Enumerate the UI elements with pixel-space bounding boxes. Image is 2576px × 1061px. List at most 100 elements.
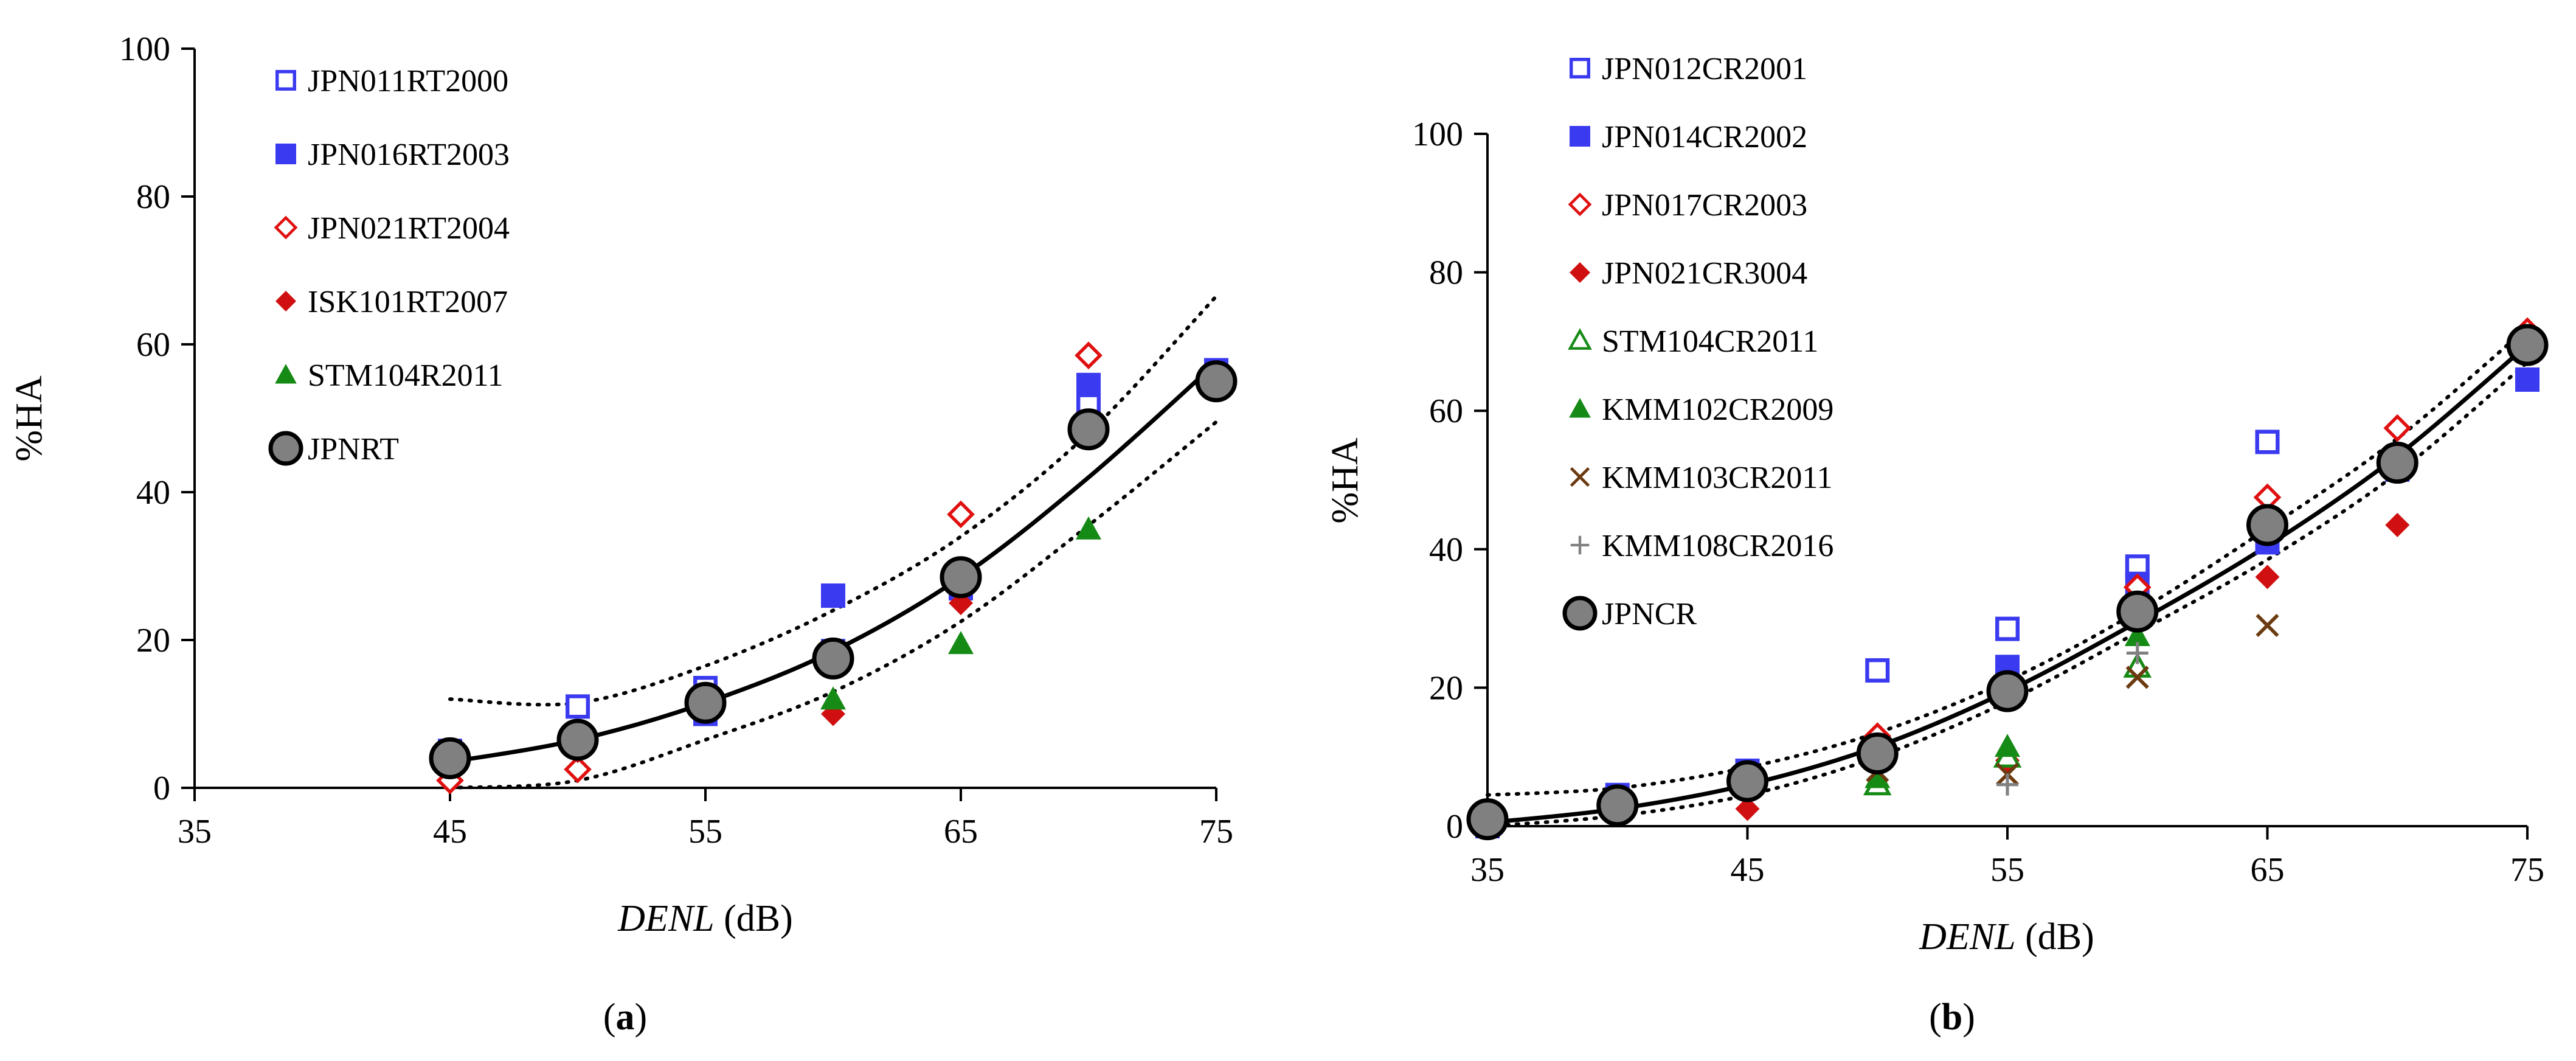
x-axis-label: DENL (dB): [1919, 916, 2094, 958]
point-jpncr-45: [1726, 760, 1768, 802]
y-tick-label-100: 100: [119, 30, 170, 68]
point-jpncr-50: [1856, 732, 1899, 775]
point-kmm108cr2016-60: [2126, 642, 2148, 664]
ci-lower-curve: [1486, 360, 2529, 828]
legend-label-jpncr: JPNCR: [1602, 597, 1697, 631]
legend-marker-isk101rt2007: [275, 291, 296, 311]
series-kmm103cr2011: [1866, 613, 2279, 786]
point-stm104r2011-65: [948, 631, 974, 655]
legend-label-jpnrt: JPNRT: [308, 432, 399, 467]
legend-label-jpn016rt2003: JPN016RT2003: [308, 137, 510, 172]
legend-marker-jpn017cr2003: [1568, 192, 1592, 217]
y-tick-label-100: 100: [1412, 116, 1463, 153]
point-jpnrt-45: [429, 737, 471, 779]
y-tick-label-60: 60: [136, 326, 170, 364]
x-tick-label-55: 55: [688, 813, 722, 851]
point-kmm102cr2009-50: [1864, 765, 1891, 788]
point-jpn012cr2001-50: [1865, 658, 1890, 683]
legend-marker-jpnrt: [268, 431, 303, 466]
x-tick-label-65: 65: [2251, 851, 2285, 889]
point-jpn021cr3004-45: [1735, 796, 1760, 821]
y-axis-label: %HA: [1324, 437, 1366, 523]
panel-label: (b): [1929, 997, 1975, 1038]
legend-marker-jpn014cr2002: [1570, 126, 1590, 147]
legend-label-kmm103cr2011: KMM103CR2011: [1602, 461, 1832, 495]
panel-label-open: (: [603, 997, 616, 1038]
legend-label-jpn021rt2004: JPN021RT2004: [308, 211, 510, 246]
panel-b: 0 20 40 60 80 100 35 45 55 65 75 %HA DENL (dB) (b) JPN…: [1324, 52, 2549, 1038]
legend-marker-jpn021rt2004: [274, 215, 298, 240]
x-axis-label-var: DENL: [1919, 916, 2015, 958]
series-kmm102cr2009: [1864, 623, 2150, 788]
legend-label-stm104cr2011: STM104CR2011: [1602, 324, 1818, 359]
y-tick-label-40: 40: [1429, 531, 1463, 569]
x-tick-label-45: 45: [1731, 851, 1765, 889]
y-tick-label-0: 0: [1446, 808, 1463, 846]
series-jpncr: [1466, 324, 2549, 841]
panel-label-close: ): [635, 997, 648, 1038]
panel-label-letter: a: [616, 997, 635, 1038]
point-kmm108cr2016-55: [1996, 773, 2018, 796]
point-jpn016rt2003-70: [1076, 372, 1101, 397]
point-jpnrt-70: [1067, 408, 1110, 451]
series-stm104r2011: [820, 516, 1101, 710]
legend-marker-stm104r2011: [275, 364, 297, 384]
x-tick-label-75: 75: [2510, 851, 2544, 889]
legend-label-jpn011rt2000: JPN011RT2000: [308, 64, 508, 99]
x-axis-label: DENL (dB): [617, 898, 793, 939]
legend-label-jpn014cr2002: JPN014CR2002: [1602, 120, 1807, 155]
legend-marker-kmm103cr2011: [1570, 467, 1590, 487]
x-axis-label-unit: (dB): [2016, 916, 2094, 958]
point-jpncr-35: [1466, 798, 1509, 841]
point-stm104r2011-60: [820, 686, 846, 710]
panel-a: 0 20 40 60 80 100 35 45 55 65 75 %HA DENL (dB) (a) JPN…: [9, 30, 1238, 1038]
y-tick-label-40: 40: [136, 474, 170, 512]
legend-label-jpn012cr2001: JPN012CR2001: [1602, 52, 1807, 86]
point-jpncr-55: [1986, 670, 2029, 712]
point-jpn011rt2000-50: [566, 694, 590, 719]
x-tick-label-35: 35: [1470, 851, 1504, 889]
series-jpnrt: [429, 360, 1238, 779]
legend-label-isk101rt2007: ISK101RT2007: [308, 285, 508, 319]
legend-label-stm104r2011: STM104R2011: [308, 358, 504, 393]
x-tick-label-35: 35: [178, 813, 212, 851]
point-jpn021cr3004-70: [2385, 512, 2410, 537]
legend-marker-jpn012cr2001: [1569, 58, 1590, 79]
x-tick-label-65: 65: [944, 813, 978, 851]
point-jpncr-75: [2506, 324, 2549, 366]
x-tick-label-45: 45: [433, 813, 467, 851]
series-jpn021rt2004: [436, 341, 1103, 795]
legend-label-jpn017cr2003: JPN017CR2003: [1602, 188, 1807, 223]
legend-label-kmm108cr2016: KMM108CR2016: [1602, 529, 1833, 563]
legend-marker-jpn011rt2000: [275, 70, 297, 91]
legend-marker-jpn016rt2003: [275, 144, 296, 164]
legend-marker-kmm102cr2009: [1569, 398, 1591, 418]
y-tick-label-60: 60: [1429, 392, 1463, 430]
point-jpncr-65: [2246, 504, 2288, 546]
x-tick-label-75: 75: [1199, 813, 1233, 851]
x-axis-label-unit: (dB): [715, 898, 793, 939]
x-tick-label-55: 55: [1990, 851, 2024, 889]
point-jpn014cr2002-75: [2515, 367, 2540, 392]
legend-marker-jpn021cr3004: [1570, 262, 1590, 283]
point-jpncr-40: [1596, 784, 1639, 827]
point-jpn021rt2004-50: [564, 755, 592, 784]
panel-label-close: ): [1962, 997, 1975, 1038]
series-kmm108cr2016: [1996, 642, 2148, 796]
point-jpn012cr2001-65: [2255, 430, 2280, 454]
y-axis-label: %HA: [9, 375, 50, 461]
point-jpnrt-65: [940, 556, 982, 599]
point-jpncr-60: [2116, 590, 2159, 633]
x-axis-label-var: DENL: [617, 898, 714, 939]
panel-label: (a): [603, 997, 647, 1038]
panel-label-open: (: [1929, 997, 1942, 1038]
point-jpn021cr3004-65: [2255, 565, 2280, 590]
point-jpnrt-60: [812, 637, 854, 680]
point-kmm103cr2011-60: [2125, 666, 2149, 689]
y-tick-label-20: 20: [1429, 669, 1463, 707]
legend-label-jpn021cr3004: JPN021CR3004: [1602, 256, 1807, 291]
point-stm104r2011-70: [1076, 516, 1101, 540]
y-tick-label-80: 80: [1429, 254, 1463, 292]
y-tick-label-20: 20: [136, 622, 170, 659]
point-jpn017cr2003-70: [2383, 414, 2412, 442]
